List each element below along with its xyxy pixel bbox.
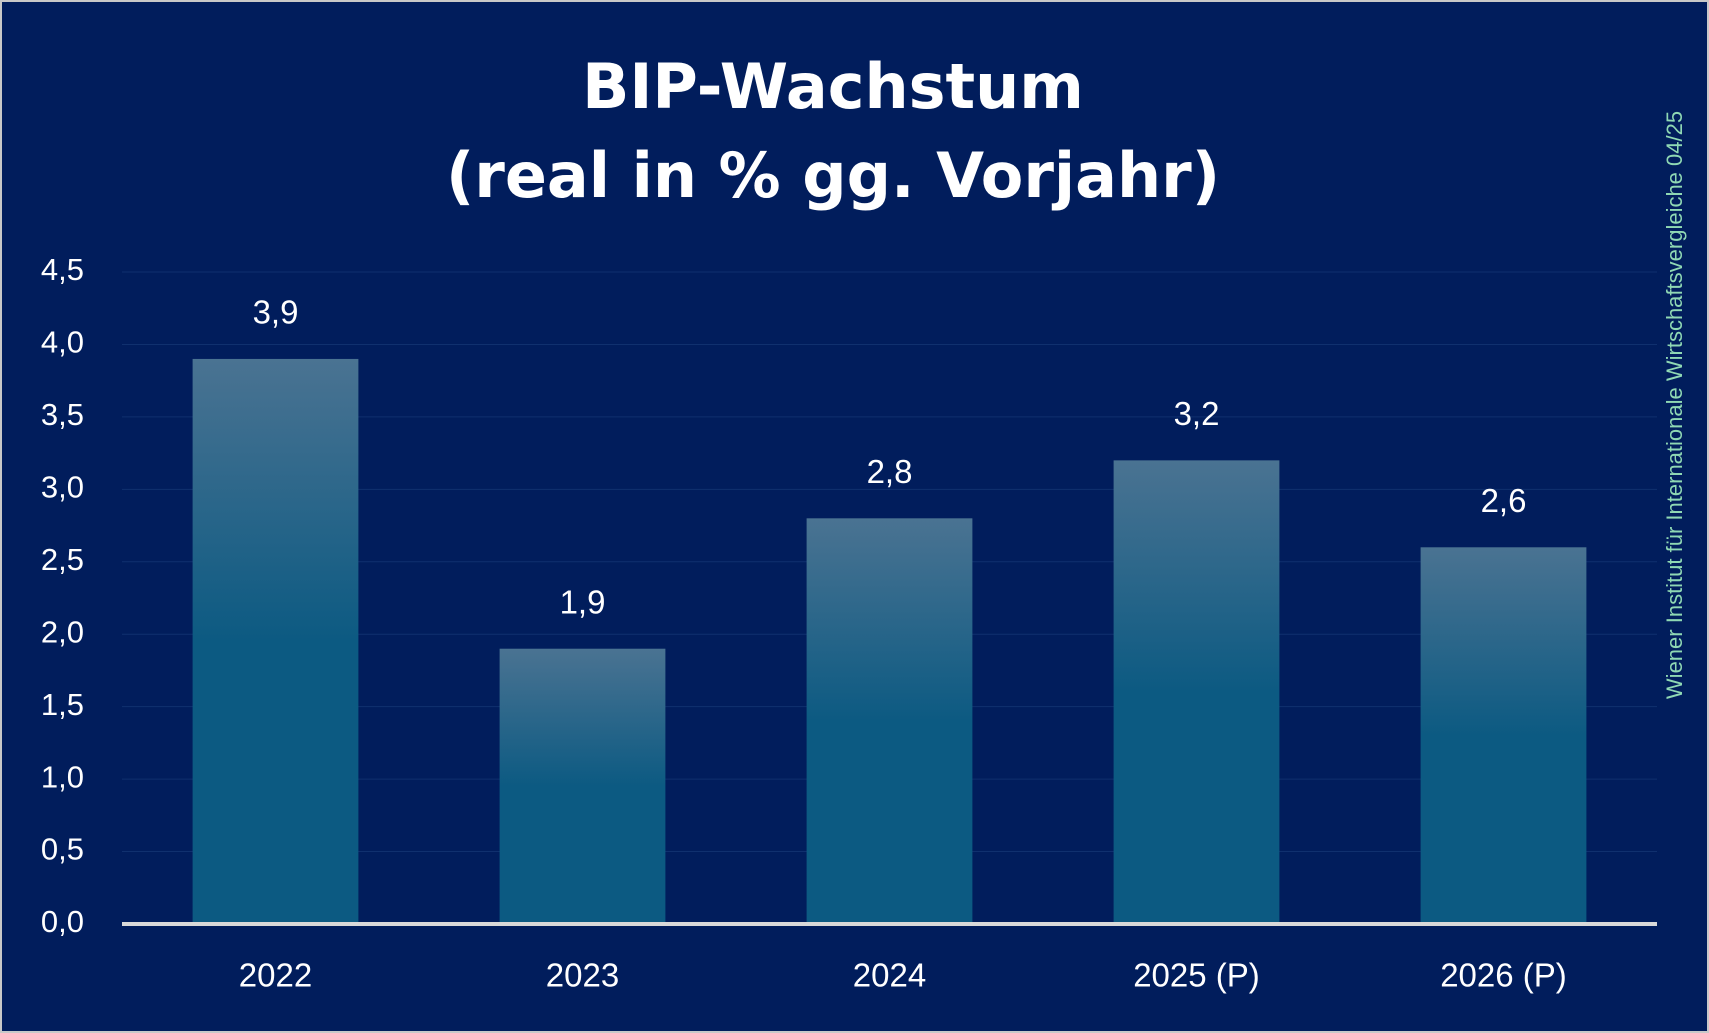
x-tick-label: 2026 (P) bbox=[1440, 957, 1567, 994]
data-label: 2,6 bbox=[1481, 482, 1527, 519]
chart-title: BIP-Wachstum bbox=[582, 50, 1084, 123]
y-tick-label: 2,5 bbox=[41, 542, 84, 577]
data-label: 3,2 bbox=[1174, 395, 1220, 432]
bar bbox=[192, 358, 359, 924]
y-tick-label: 4,5 bbox=[41, 252, 84, 287]
x-tick-label: 2023 bbox=[546, 957, 619, 994]
data-label: 3,9 bbox=[253, 294, 299, 331]
y-tick-label: 3,0 bbox=[41, 470, 84, 505]
x-tick-label: 2024 bbox=[853, 957, 926, 994]
y-tick-label: 2,0 bbox=[41, 614, 84, 649]
y-tick-label: 1,5 bbox=[41, 687, 84, 722]
y-tick-label: 1,0 bbox=[41, 759, 84, 794]
bar bbox=[1420, 547, 1587, 924]
x-tick-label: 2025 (P) bbox=[1133, 957, 1260, 994]
y-tick-label: 4,0 bbox=[41, 325, 84, 360]
data-label: 1,9 bbox=[560, 583, 606, 620]
y-tick-label: 3,5 bbox=[41, 397, 84, 432]
bar bbox=[806, 518, 973, 924]
chart-title: (real in % gg. Vorjahr) bbox=[446, 139, 1220, 212]
data-label: 2,8 bbox=[867, 453, 913, 490]
y-tick-label: 0,0 bbox=[41, 904, 84, 939]
bar bbox=[499, 648, 666, 924]
source-note: Wiener Institut für Internationale Wirts… bbox=[1662, 111, 1687, 699]
bar bbox=[1113, 460, 1280, 924]
y-tick-label: 0,5 bbox=[41, 832, 84, 867]
x-tick-label: 2022 bbox=[239, 957, 312, 994]
